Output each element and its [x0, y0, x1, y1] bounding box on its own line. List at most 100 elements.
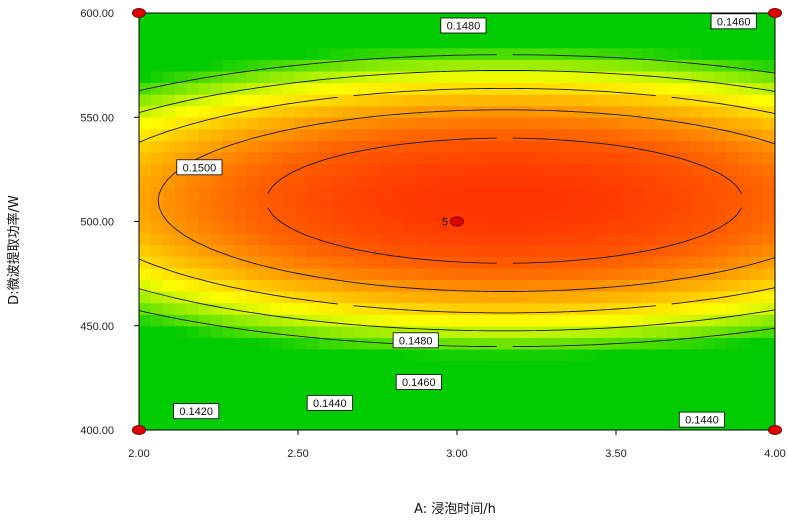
heatmap-cell	[583, 291, 596, 304]
heatmap-cell	[211, 70, 224, 84]
heatmap-cell	[487, 279, 500, 292]
heatmap-cell	[271, 13, 284, 26]
contour-label: 0.1480	[392, 332, 439, 349]
heatmap-cell	[463, 395, 476, 408]
heatmap-cell	[307, 128, 320, 142]
heatmap-cell	[607, 302, 620, 315]
heatmap-cell	[307, 279, 320, 292]
heatmap-cell	[319, 302, 332, 315]
heatmap-cell	[715, 279, 728, 292]
heatmap-cell	[187, 244, 200, 257]
heatmap-cell	[331, 198, 344, 211]
heatmap-cell	[403, 279, 416, 292]
heatmap-cell	[391, 256, 404, 269]
heatmap-cell	[583, 256, 596, 269]
heatmap-cell	[139, 291, 152, 304]
heatmap-cell	[667, 36, 680, 49]
heatmap-cell	[259, 395, 272, 408]
heatmap-cell	[559, 395, 572, 408]
heatmap-cell	[355, 47, 368, 60]
heatmap-cell	[439, 337, 452, 350]
heatmap-cell	[391, 117, 404, 130]
heatmap-cell	[271, 233, 284, 246]
heatmap-cell	[643, 128, 656, 142]
heatmap-cell	[283, 209, 296, 223]
heatmap-cell	[415, 395, 428, 408]
heatmap-cell	[487, 395, 500, 408]
heatmap-cell	[631, 337, 644, 350]
heatmap-cell	[571, 372, 584, 385]
heatmap-cell	[223, 233, 236, 246]
heatmap-cell	[163, 314, 176, 327]
heatmap-cell	[175, 360, 188, 373]
heatmap-cell	[619, 256, 632, 269]
heatmap-cell	[763, 267, 775, 281]
heatmap-cell	[703, 186, 716, 199]
heatmap-cell	[583, 325, 596, 338]
heatmap-cell	[547, 406, 560, 420]
heatmap-cell	[511, 70, 524, 84]
y-tick-label: 400.00	[80, 425, 114, 437]
heatmap-cell	[451, 152, 464, 165]
heatmap-cell	[643, 209, 656, 223]
heatmap-cell	[355, 325, 368, 338]
heatmap-cell	[199, 13, 212, 26]
heatmap-cell	[523, 59, 536, 72]
heatmap-cell	[415, 360, 428, 373]
heatmap-cell	[199, 175, 212, 188]
heatmap-cell	[151, 372, 164, 385]
heatmap-cell	[391, 82, 404, 95]
heatmap-cell	[559, 175, 572, 188]
heatmap-cell	[547, 291, 560, 304]
contour-label-box	[440, 17, 487, 34]
heatmap-cell	[715, 395, 728, 408]
heatmap-cell	[223, 24, 236, 37]
heatmap-cell	[667, 47, 680, 60]
heatmap-cell	[451, 94, 464, 107]
heatmap-cell	[619, 221, 632, 234]
heatmap-cell	[343, 209, 356, 223]
heatmap-cell	[235, 221, 248, 234]
heatmap-cell	[175, 302, 188, 315]
x-tick-label: 3.00	[446, 448, 467, 460]
heatmap-cell	[727, 198, 740, 211]
heatmap-cell	[283, 13, 296, 26]
heatmap-cell	[235, 360, 248, 373]
heatmap-cell	[451, 186, 464, 199]
heatmap-cell	[475, 325, 488, 338]
heatmap-cell	[691, 337, 704, 350]
heatmap-cell	[511, 105, 524, 118]
heatmap-cell	[415, 47, 428, 60]
heatmap-cell	[751, 36, 764, 49]
heatmap-cell	[343, 198, 356, 211]
heatmap-cell	[439, 244, 452, 257]
heatmap-cell	[727, 337, 740, 350]
heatmap-cell	[523, 13, 536, 26]
heatmap-cell	[643, 418, 656, 430]
heatmap-cell	[427, 152, 440, 165]
heatmap-cell	[571, 418, 584, 430]
heatmap-cell	[679, 395, 692, 408]
heatmap-cell	[139, 279, 152, 292]
heatmap-cell	[367, 302, 380, 315]
heatmap-cell	[463, 348, 476, 362]
heatmap-cell	[211, 279, 224, 292]
heatmap-cell	[343, 418, 356, 430]
heatmap-cell	[631, 325, 644, 338]
y-tick-label: 500.00	[80, 217, 114, 229]
heatmap-cell	[415, 291, 428, 304]
heatmap-cell	[211, 256, 224, 269]
heatmap-cell	[547, 256, 560, 269]
heatmap-cell	[187, 302, 200, 315]
heatmap-cell	[727, 267, 740, 281]
heatmap-cell	[595, 267, 608, 281]
heatmap-cell	[175, 383, 188, 396]
heatmap-cell	[259, 47, 272, 60]
heatmap-cell	[751, 152, 764, 165]
heatmap-cell	[691, 279, 704, 292]
heatmap-cell	[511, 233, 524, 246]
heatmap-cell	[487, 13, 500, 26]
heatmap-cell	[343, 337, 356, 350]
heatmap-cell	[727, 94, 740, 107]
heatmap-cell	[367, 406, 380, 420]
